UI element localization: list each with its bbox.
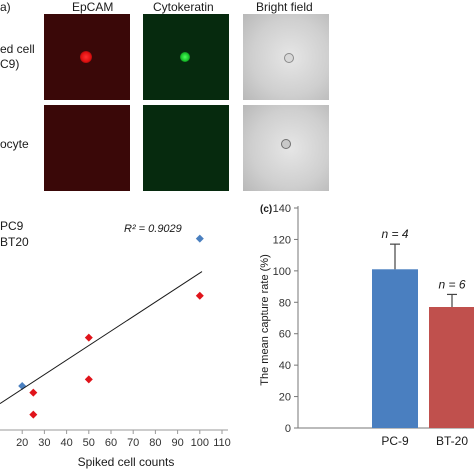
scatter-x-tick-label: 70 <box>127 437 139 449</box>
bar-bt-20 <box>429 307 474 428</box>
bright-field-leukocyte-cell <box>281 139 291 149</box>
bright-field-image-spiked <box>243 14 329 100</box>
bar-y-ticks: 0 20 40 60 80 100 120 140 <box>273 203 298 435</box>
scatter-point-bt20 <box>29 388 38 397</box>
cytokeratin-cell-signal <box>180 52 190 62</box>
bar-marks: n = 4 PC-9 n = 6 BT-20 <box>372 227 474 448</box>
column-header-epcam: EpCAM <box>72 0 114 14</box>
scatter-x-tick-label: 40 <box>60 437 72 449</box>
bar-y-tick-label: 0 <box>285 423 291 435</box>
scatter-x-tick-label: 50 <box>83 437 95 449</box>
scatter-x-tick-label: 90 <box>171 437 183 449</box>
bar-y-tick-label: 20 <box>279 392 291 404</box>
legend-pc9: PC9 <box>0 219 24 233</box>
bar-chart: (c) The mean capture rate (%) 0 20 40 60 80 1… <box>259 203 474 448</box>
row-label-leukocyte-line1: ocyte <box>0 137 29 151</box>
row-label-spiked-cell: ed cell C9) <box>0 42 35 72</box>
bar-n-label-pc-9: n = 4 <box>381 227 408 241</box>
bright-field-cell <box>284 53 294 63</box>
scatter-x-tick-label: 20 <box>16 437 28 449</box>
bright-field-image-leukocyte <box>243 105 329 191</box>
panel-c-label: (c) <box>260 204 272 215</box>
scatter-points <box>18 234 204 419</box>
cytokeratin-image-leukocyte <box>143 105 229 191</box>
cytokeratin-image-spiked <box>143 14 229 100</box>
scatter-trendline <box>0 271 203 405</box>
panel-a-label: a) <box>0 0 11 14</box>
scatter-chart: 20 30 40 50 60 70 80 90 100 110 PC9 BT20 R² = 0.9… <box>0 219 231 469</box>
r-squared-annotation: R² = 0.9029 <box>124 223 182 235</box>
bar-y-tick-label: 120 <box>273 234 291 246</box>
scatter-point-bt20 <box>195 291 204 300</box>
bar-category-label-pc-9: PC-9 <box>381 434 409 448</box>
bar-n-label-bt-20: n = 6 <box>438 277 465 291</box>
bar-y-tick-label: 80 <box>279 297 291 309</box>
scatter-x-tick-label: 80 <box>149 437 161 449</box>
row-label-spiked-cell-line2: C9) <box>0 57 20 71</box>
bar-y-tick-label: 60 <box>279 329 291 341</box>
epcam-image-spiked <box>44 14 130 100</box>
row-label-spiked-cell-line1: ed cell <box>0 42 35 56</box>
row-label-leukocyte: ocyte <box>0 137 29 152</box>
column-header-cytokeratin: Cytokeratin <box>153 0 214 14</box>
scatter-point-bt20 <box>84 375 93 384</box>
scatter-x-tick-label: 110 <box>213 437 231 449</box>
scatter-x-tick-label: 100 <box>191 437 209 449</box>
column-header-bright-field: Bright field <box>256 0 313 14</box>
scatter-point-bt20 <box>84 333 93 342</box>
bar-y-tick-label: 40 <box>279 360 291 372</box>
bar-pc-9 <box>372 269 418 428</box>
legend-bt20: BT20 <box>0 235 29 249</box>
scatter-x-axis-label: Spiked cell counts <box>78 455 175 469</box>
scatter-point-pc9 <box>195 234 204 243</box>
scatter-x-tick-label: 30 <box>38 437 50 449</box>
epcam-cell-signal <box>80 51 92 63</box>
scatter-x-tick-label: 60 <box>105 437 117 449</box>
bar-y-axis-label: The mean capture rate (%) <box>259 254 271 385</box>
scatter-point-bt20 <box>29 410 38 419</box>
scatter-x-ticks: 20 30 40 50 60 70 80 90 100 110 <box>16 430 231 449</box>
bar-y-tick-label: 140 <box>273 203 291 215</box>
epcam-image-leukocyte <box>44 105 130 191</box>
bar-category-label-bt-20: BT-20 <box>436 434 468 448</box>
bar-y-tick-label: 100 <box>273 266 291 278</box>
